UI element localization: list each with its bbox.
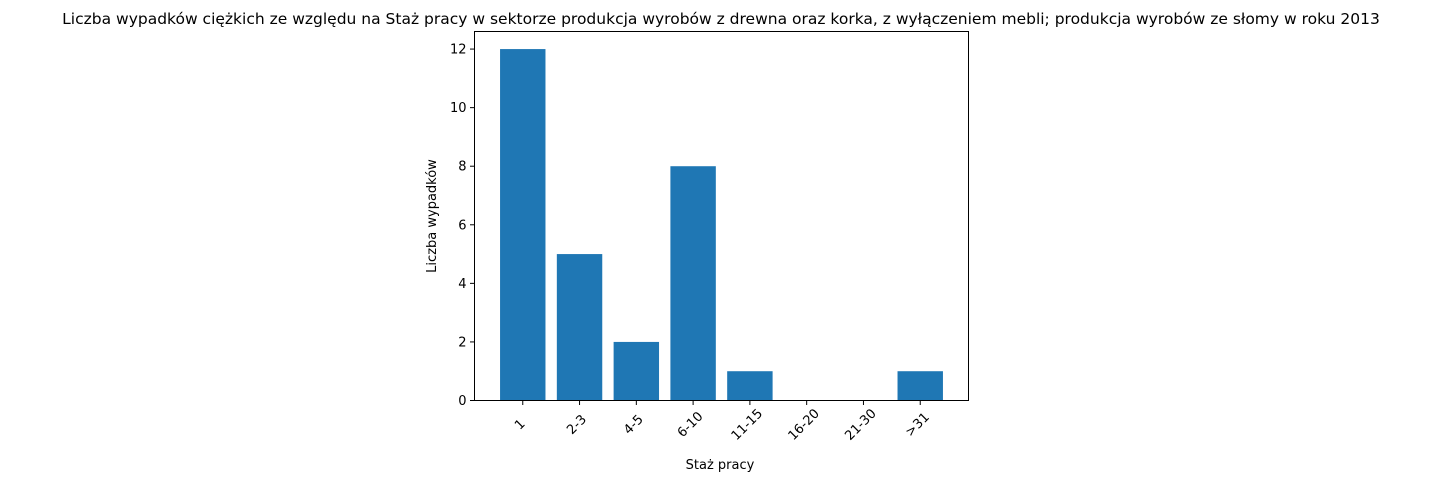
x-tick-label: 2-3 bbox=[564, 412, 590, 438]
y-tick-label: 10 bbox=[450, 101, 467, 116]
x-tick-label: 16-20 bbox=[786, 406, 823, 443]
y-tick-label: 4 bbox=[458, 277, 466, 292]
bar-6-10 bbox=[670, 166, 716, 401]
chart-title: Liczba wypadków ciężkich ze względu na S… bbox=[62, 10, 1380, 28]
bar-4-5 bbox=[613, 341, 660, 401]
x-tick-label: 21-30 bbox=[842, 406, 879, 443]
y-axis-label: Liczba wypadków bbox=[425, 159, 440, 273]
bars-group bbox=[500, 49, 943, 401]
x-axis: 1 2-3 4-5 6-10 11-15 16-20 21-30 >31 bbox=[512, 400, 933, 444]
x-tick-label: 4-5 bbox=[621, 412, 647, 438]
y-tick-label: 12 bbox=[450, 43, 467, 58]
y-tick-label: 0 bbox=[458, 394, 466, 409]
y-tick-label: 2 bbox=[458, 335, 466, 350]
bar-1 bbox=[500, 49, 546, 401]
bar-11-15 bbox=[727, 371, 773, 401]
bar->31 bbox=[897, 371, 943, 401]
x-tick-label: 6-10 bbox=[675, 409, 706, 440]
y-tick-label: 6 bbox=[458, 218, 466, 233]
plot-frame bbox=[474, 31, 969, 401]
bar-2-3 bbox=[556, 254, 603, 401]
x-tick-label: >31 bbox=[903, 410, 933, 440]
x-axis-label: Staż pracy bbox=[686, 458, 755, 473]
y-tick-label: 8 bbox=[458, 160, 466, 175]
x-tick-label: 1 bbox=[512, 417, 528, 433]
x-tick-label: 11-15 bbox=[729, 406, 766, 443]
y-axis: 0 2 4 6 8 10 12 bbox=[450, 43, 475, 409]
